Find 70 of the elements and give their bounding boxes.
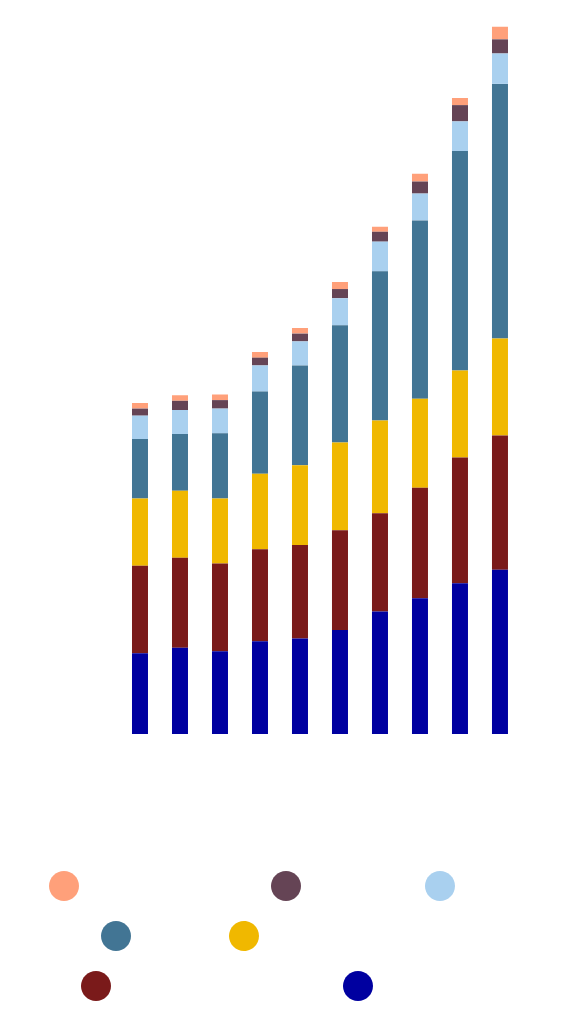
bar — [491, 435, 508, 570]
bar — [251, 549, 268, 642]
bar — [251, 357, 268, 366]
bar — [371, 271, 388, 421]
bar — [291, 638, 308, 734]
bar — [171, 557, 188, 648]
bar — [371, 513, 388, 612]
bar — [251, 641, 268, 734]
bar — [171, 410, 188, 435]
bar — [131, 565, 148, 654]
bar — [371, 231, 388, 242]
bar — [411, 398, 428, 488]
bar — [451, 583, 468, 734]
bar — [131, 498, 148, 566]
bar — [331, 630, 348, 734]
bar — [491, 53, 508, 84]
bar — [451, 121, 468, 152]
bar — [171, 434, 188, 491]
bar — [211, 651, 228, 734]
bar — [411, 181, 428, 194]
bar — [131, 439, 148, 499]
bar — [131, 653, 148, 734]
bar — [371, 611, 388, 734]
bar — [331, 530, 348, 630]
bar — [211, 394, 228, 401]
bar — [371, 241, 388, 272]
bar — [491, 83, 508, 339]
bar — [331, 442, 348, 531]
bar — [491, 39, 508, 54]
bar — [211, 498, 228, 564]
bar — [251, 365, 268, 392]
bar — [371, 226, 388, 232]
bar — [451, 105, 468, 122]
bar — [291, 465, 308, 546]
bar — [451, 151, 468, 371]
bar — [371, 420, 388, 514]
bar — [211, 400, 228, 409]
bar — [411, 173, 428, 182]
bar — [411, 193, 428, 221]
bar — [251, 352, 268, 358]
bar — [131, 408, 148, 416]
bar — [131, 415, 148, 440]
bar — [211, 433, 228, 499]
bar — [451, 98, 468, 106]
bar — [171, 395, 188, 401]
bar — [171, 400, 188, 411]
bar — [211, 408, 228, 434]
bar — [171, 647, 188, 734]
bar — [491, 26, 508, 40]
bar — [331, 298, 348, 326]
bar — [291, 545, 308, 639]
bar — [291, 327, 308, 334]
bar — [251, 391, 268, 474]
bar — [451, 370, 468, 458]
bar — [171, 490, 188, 558]
bar — [251, 473, 268, 550]
bar — [411, 220, 428, 399]
bar — [411, 487, 428, 599]
bar — [331, 281, 348, 290]
bar — [291, 333, 308, 342]
bar — [491, 338, 508, 436]
bar — [291, 365, 308, 466]
bar — [211, 563, 228, 652]
bar — [331, 289, 348, 299]
bar — [131, 402, 148, 409]
bar — [331, 325, 348, 443]
bar — [491, 569, 508, 734]
bar — [451, 457, 468, 584]
bar — [411, 598, 428, 734]
bar — [291, 341, 308, 366]
